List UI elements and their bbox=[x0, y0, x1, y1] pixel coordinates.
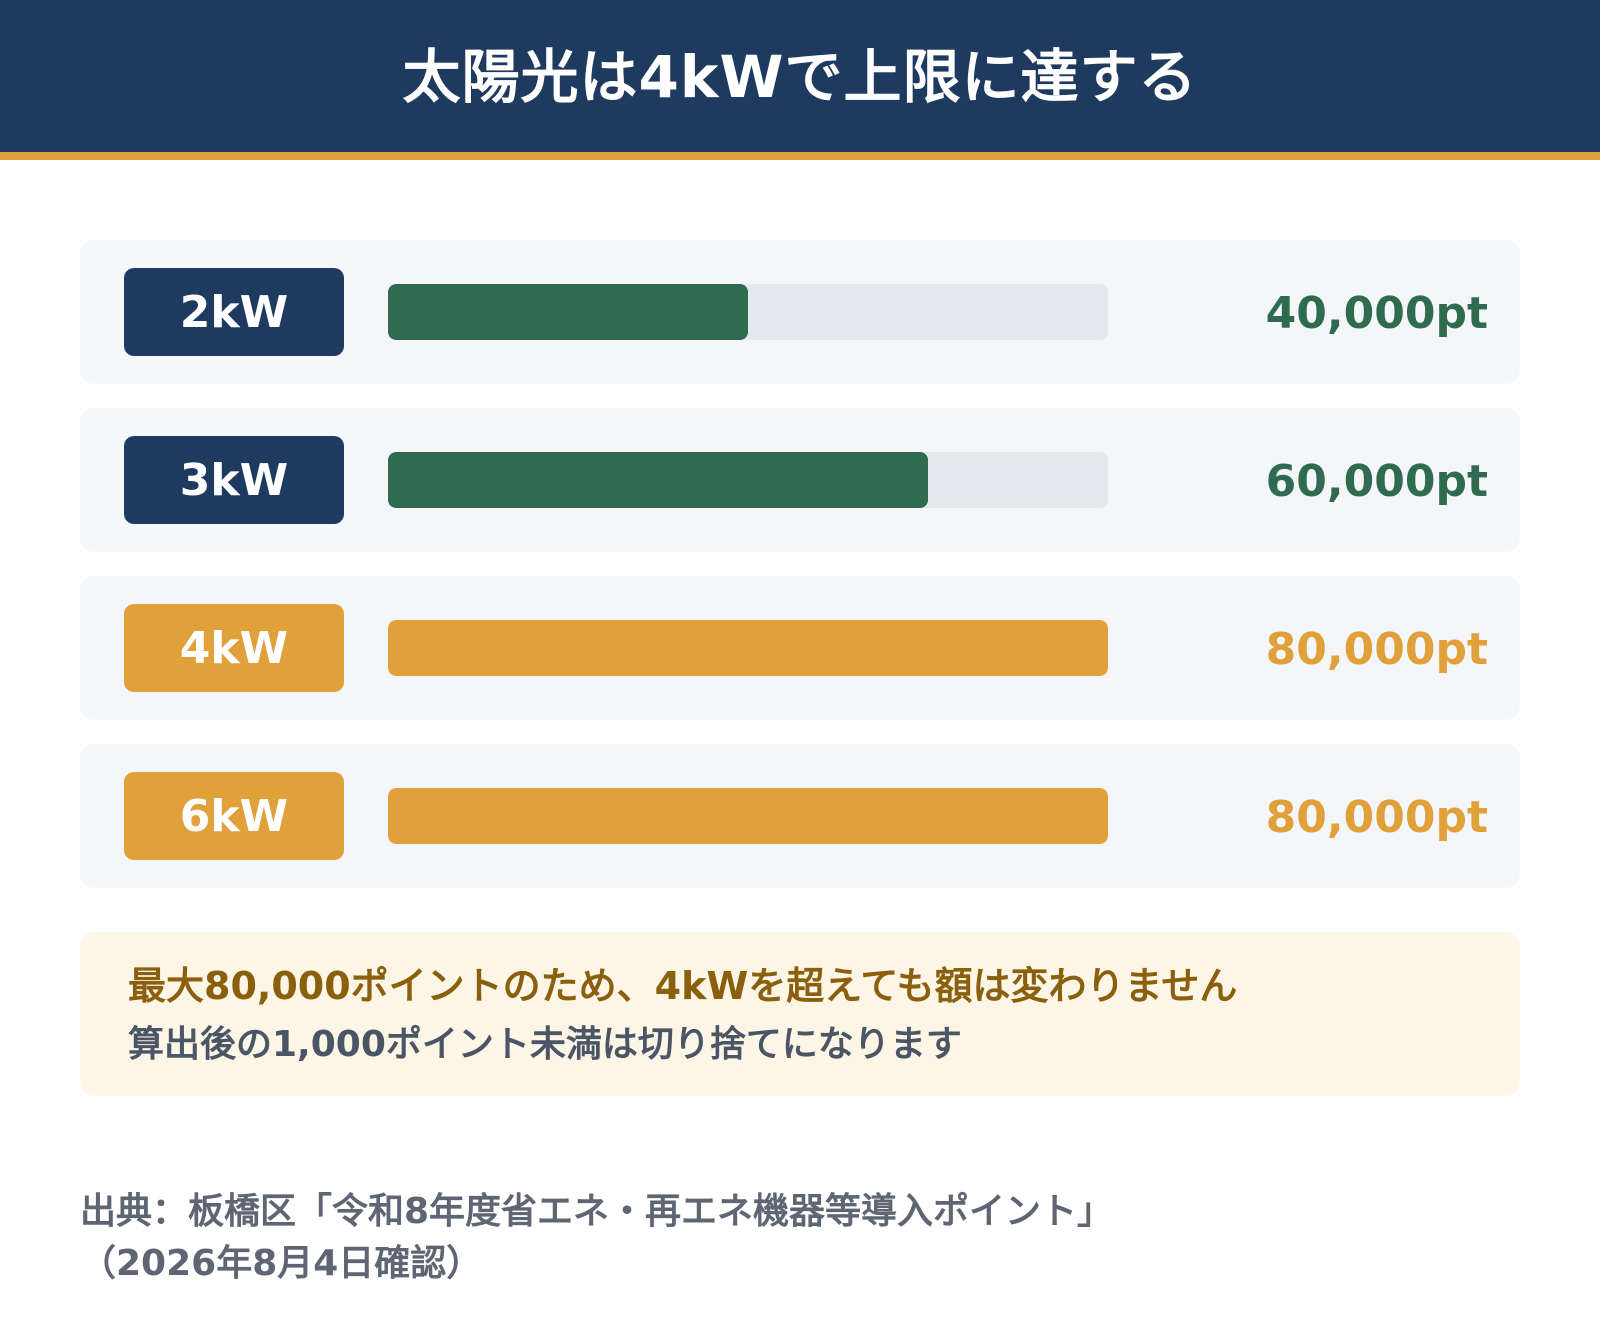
bar-fill bbox=[388, 620, 1108, 676]
note-line-rounding: 算出後の1,000ポイント未満は切り捨てになります bbox=[128, 1024, 962, 1065]
bar-fill bbox=[388, 788, 1108, 844]
bar-fill bbox=[388, 452, 928, 508]
category-badge: 2kW bbox=[124, 268, 344, 356]
chart-row-3kW: 3kW 60,000pt bbox=[80, 408, 1520, 552]
category-badge: 6kW bbox=[124, 772, 344, 860]
bar-track bbox=[388, 788, 1108, 844]
category-badge: 4kW bbox=[124, 604, 344, 692]
header-banner: 太陽光は4kWで上限に達する bbox=[0, 0, 1600, 160]
page-title: 太陽光は4kWで上限に達する bbox=[402, 43, 1198, 111]
source-citation: 出典：板橋区「令和8年度省エネ・再エネ機器等導入ポイント」 （2026年8月4日… bbox=[80, 1186, 1540, 1290]
chart-row-4kW: 4kW 80,000pt bbox=[80, 576, 1520, 720]
source-line-date: （2026年8月4日確認） bbox=[80, 1243, 483, 1284]
value-label: 60,000pt bbox=[1265, 456, 1488, 507]
chart-row-2kW: 2kW 40,000pt bbox=[80, 240, 1520, 384]
category-badge: 3kW bbox=[124, 436, 344, 524]
bar-track bbox=[388, 452, 1108, 508]
chart-row-6kW: 6kW 80,000pt bbox=[80, 744, 1520, 888]
bar-track bbox=[388, 284, 1108, 340]
value-label: 80,000pt bbox=[1265, 792, 1488, 843]
bar-track bbox=[388, 620, 1108, 676]
value-label: 80,000pt bbox=[1265, 624, 1488, 675]
value-label: 40,000pt bbox=[1265, 288, 1488, 339]
note-line-max: 最大80,000ポイントのため、4kWを超えても額は変わりません bbox=[128, 964, 1238, 1008]
note-box: 最大80,000ポイントのため、4kWを超えても額は変わりません 算出後の1,0… bbox=[80, 932, 1520, 1096]
bar-fill bbox=[388, 284, 748, 340]
source-line-title: 出典：板橋区「令和8年度省エネ・再エネ機器等導入ポイント」 bbox=[80, 1191, 1114, 1232]
